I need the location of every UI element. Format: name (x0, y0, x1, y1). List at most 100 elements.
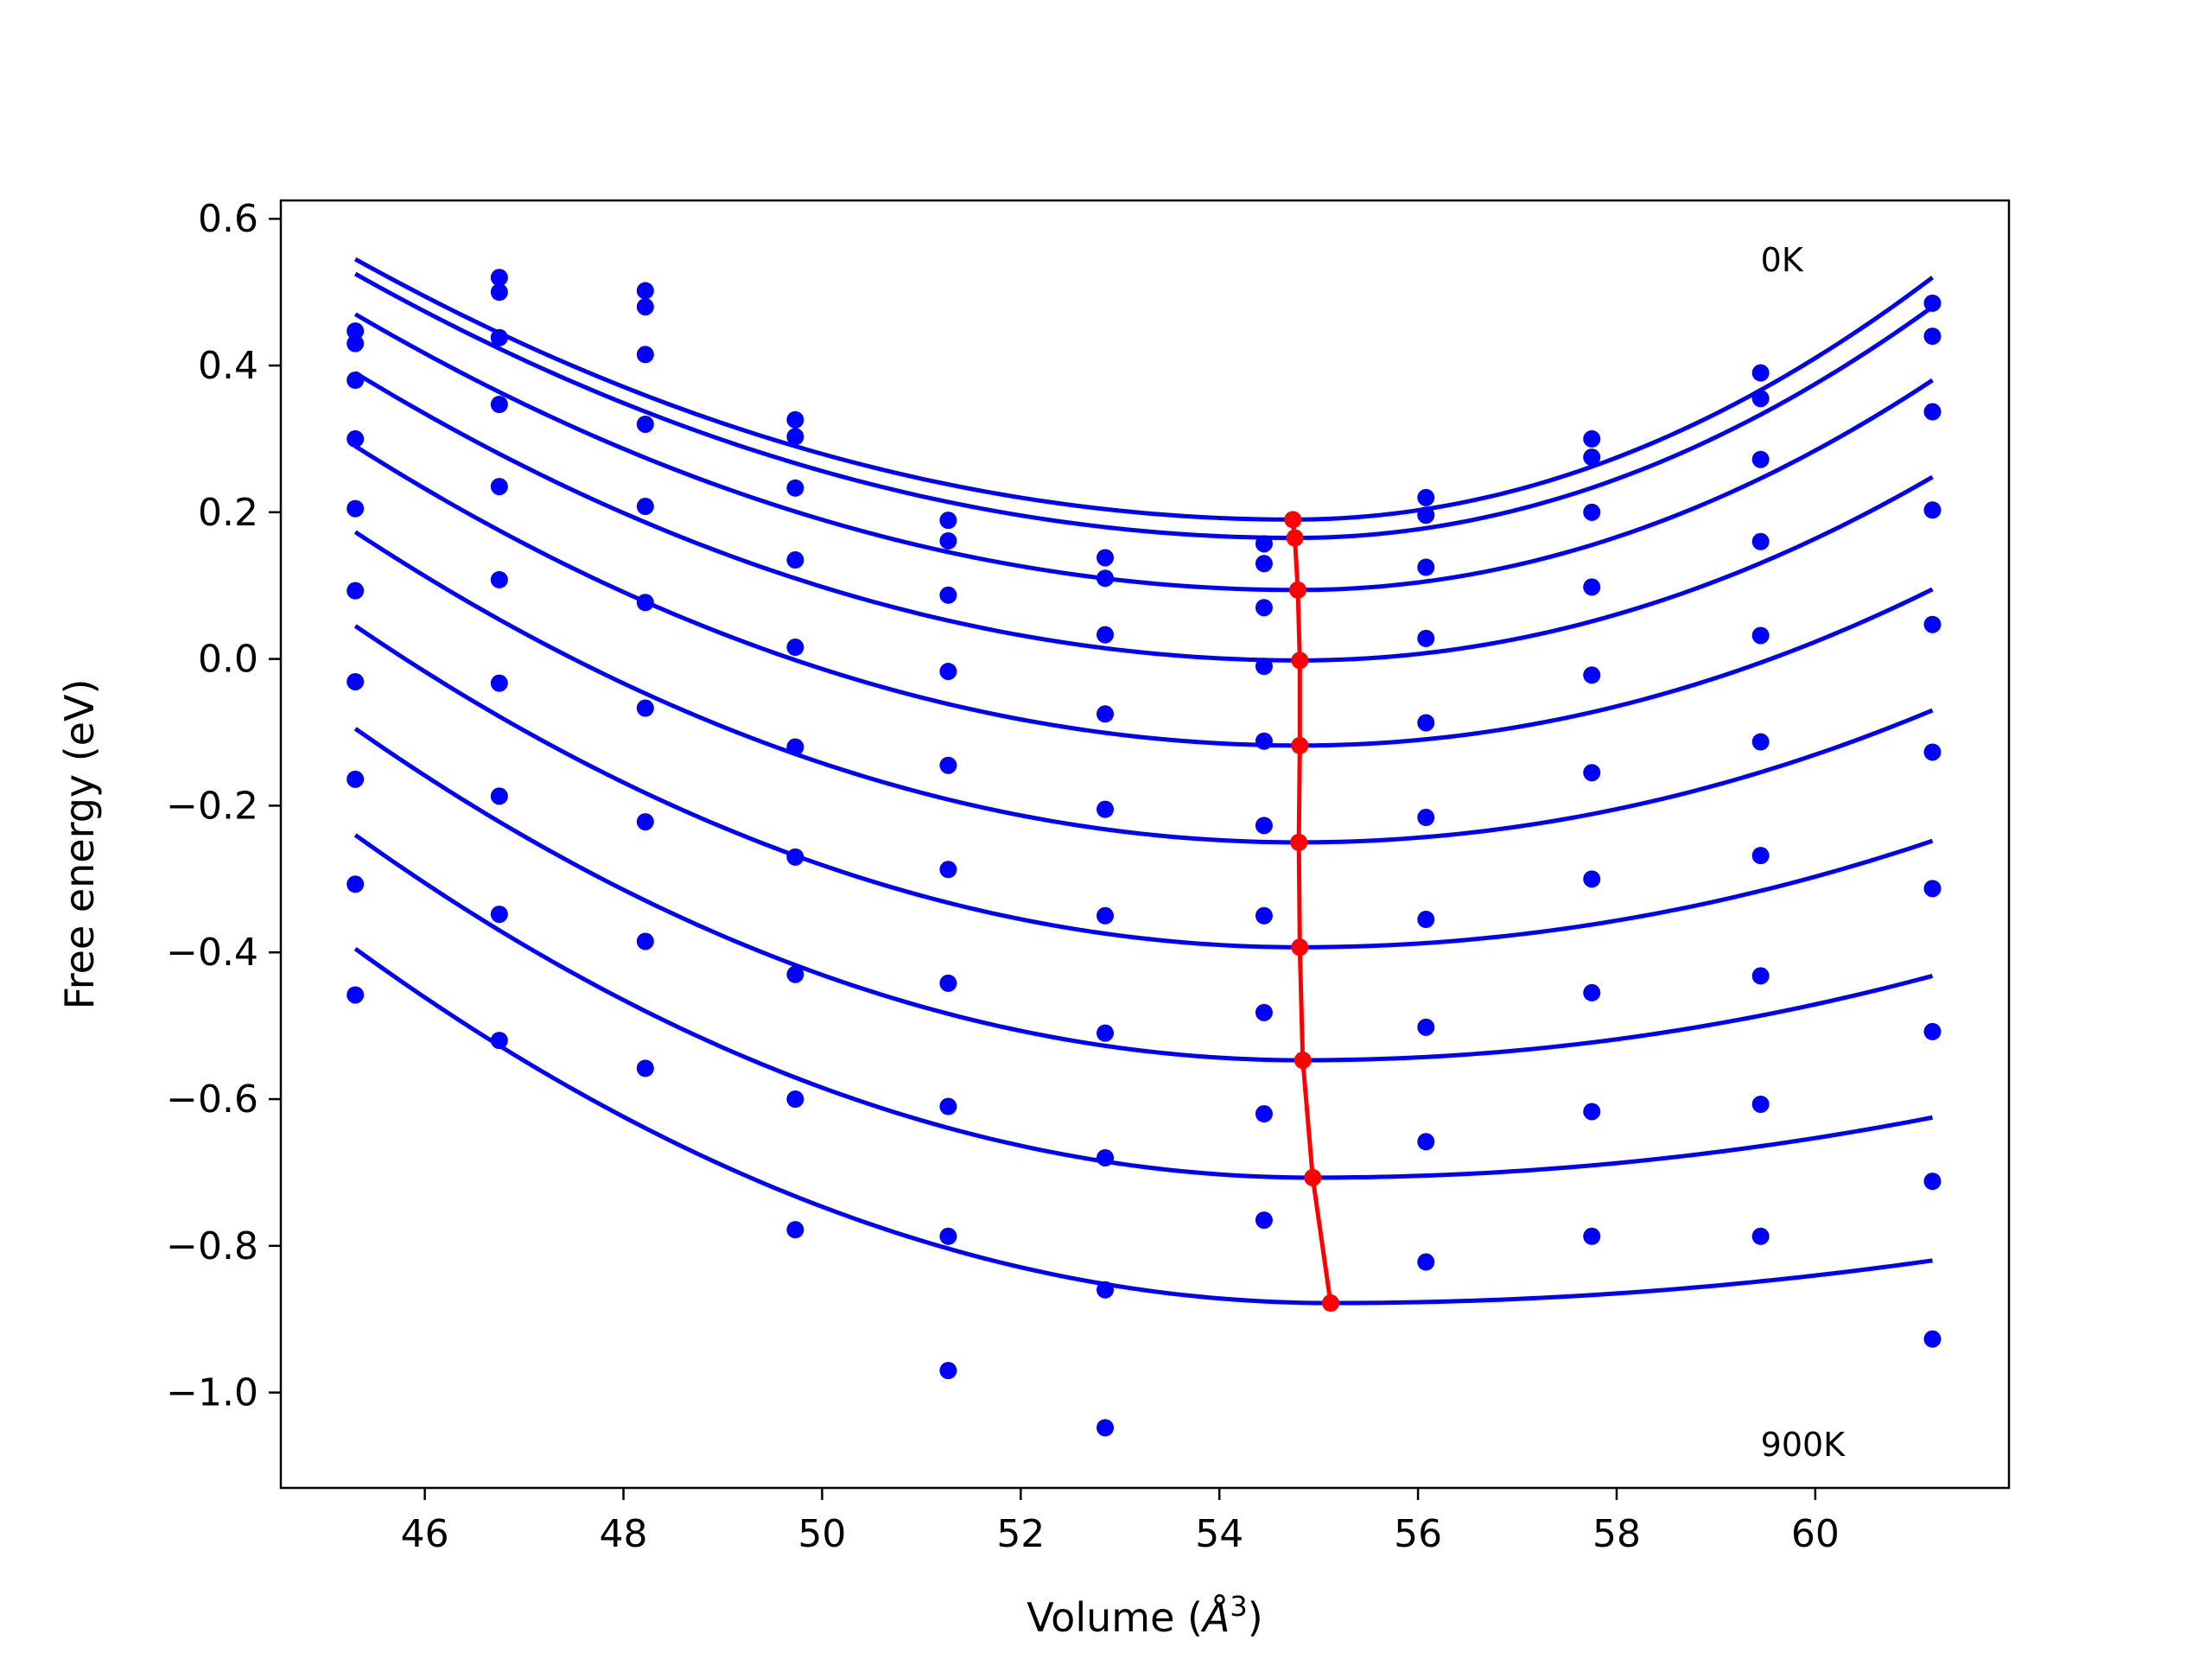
x-axis-label-close: ) (1248, 1594, 1263, 1641)
data-point-500K (1417, 809, 1435, 827)
x-tick-label: 52 (996, 1512, 1045, 1556)
data-point-700K (1096, 1148, 1115, 1166)
data-point-900K (1583, 1227, 1601, 1245)
y-tick-label: 0.4 (198, 344, 258, 388)
x-axis-label-text: Volume ( (1027, 1594, 1203, 1641)
data-point-700K (1751, 967, 1770, 985)
data-point-300K (490, 396, 508, 414)
data-point-600K (786, 848, 804, 866)
data-point-600K (939, 974, 957, 992)
data-point-0K (1751, 364, 1770, 382)
x-axis-label-exponent: 3 (1230, 1590, 1247, 1623)
data-point-400K (1751, 626, 1770, 645)
data-point-400K (1096, 800, 1115, 818)
fit-curve-500K (353, 530, 1934, 845)
data-point-300K (1255, 658, 1273, 676)
data-point-400K (939, 756, 957, 774)
data-point-400K (1255, 732, 1273, 750)
data-point-900K (1751, 1227, 1770, 1245)
data-point-800K (1751, 1095, 1770, 1113)
data-point-100K (490, 283, 508, 302)
data-point-300K (346, 429, 365, 448)
data-point-0K (1583, 429, 1601, 448)
data-point-0K (636, 282, 654, 300)
data-point-100K (346, 334, 365, 353)
x-tick-label: 58 (1592, 1512, 1641, 1556)
minimum-energy-path (1284, 511, 1339, 1313)
y-tick-label: −0.6 (166, 1077, 258, 1122)
data-point-200K (939, 586, 957, 604)
data-point-700K (939, 1097, 957, 1116)
data-point-500K (1255, 817, 1273, 835)
data-point-300K (1096, 705, 1115, 723)
data-point-800K (1096, 1281, 1115, 1299)
fit-curves (353, 257, 1934, 1306)
x-axis-label-symbol: Å (1200, 1594, 1230, 1641)
fit-curve-200K (353, 312, 1934, 593)
y-axis-label: Free energy (eV) (56, 679, 103, 1010)
data-point-100K (1583, 448, 1601, 467)
data-point-900K (636, 1059, 654, 1077)
data-point-500K (636, 594, 654, 612)
data-point-0K (1923, 294, 1942, 312)
data-point-300K (786, 551, 804, 569)
x-tick-label: 54 (1195, 1512, 1243, 1556)
data-point-800K (1583, 1103, 1601, 1121)
y-tick-label: 0.6 (198, 197, 258, 241)
data-point-500K (1751, 733, 1770, 751)
minimum-point-400K (1291, 736, 1309, 754)
data-point-900K (1096, 1419, 1115, 1437)
fit-curve-700K (353, 727, 1934, 1063)
x-tick-label: 46 (401, 1512, 449, 1556)
data-point-900K (786, 1221, 804, 1239)
data-point-400K (786, 639, 804, 657)
data-point-700K (1583, 983, 1601, 1001)
annotation-0k: 0K (1761, 241, 1804, 279)
data-point-500K (939, 861, 957, 879)
data-point-800K (490, 906, 508, 924)
minimum-path-line (1290, 519, 1333, 1304)
fit-curve-100K (353, 271, 1934, 541)
fit-curve-0K (354, 257, 1934, 522)
data-point-400K (1417, 714, 1435, 732)
minimum-point-800K (1304, 1168, 1322, 1186)
data-point-0K (1096, 549, 1115, 567)
minimum-point-300K (1291, 652, 1309, 670)
minimum-point-0K (1284, 511, 1302, 529)
minimum-point-100K (1286, 529, 1304, 547)
data-point-700K (490, 787, 508, 805)
data-point-600K (1751, 847, 1770, 865)
data-point-500K (1583, 764, 1601, 782)
data-point-200K (1096, 626, 1115, 644)
data-point-300K (1751, 532, 1770, 550)
label-layer: 46 48 50 52 54 56 58 60 0.6 0.4 0.2 0.0 −0.2 −0.4 −0.6… (56, 197, 1846, 1641)
data-point-100K (1923, 327, 1942, 346)
data-point-400K (490, 478, 508, 496)
data-point-600K (636, 699, 654, 717)
data-point-400K (636, 498, 654, 516)
data-point-600K (490, 674, 508, 692)
x-tick-label: 60 (1791, 1512, 1840, 1556)
y-tick-label: −1.0 (166, 1371, 258, 1415)
data-point-800K (636, 932, 654, 950)
data-point-700K (1417, 1018, 1435, 1036)
data-point-300K (1417, 629, 1435, 647)
data-point-300K (636, 415, 654, 433)
data-point-600K (1923, 880, 1942, 898)
data-point-800K (1255, 1105, 1273, 1123)
data-point-700K (636, 813, 654, 831)
data-point-800K (1923, 1173, 1942, 1191)
data-point-600K (1096, 1024, 1115, 1042)
data-point-400K (1583, 666, 1601, 684)
data-point-0K (1255, 535, 1273, 553)
data-points (346, 269, 1942, 1437)
data-point-800K (786, 1090, 804, 1109)
data-point-200K (1923, 403, 1942, 421)
data-point-300K (939, 663, 957, 681)
data-point-600K (1255, 906, 1273, 925)
data-point-700K (1255, 1003, 1273, 1021)
data-point-800K (1417, 1133, 1435, 1151)
data-point-800K (939, 1227, 957, 1245)
data-point-200K (786, 479, 804, 497)
